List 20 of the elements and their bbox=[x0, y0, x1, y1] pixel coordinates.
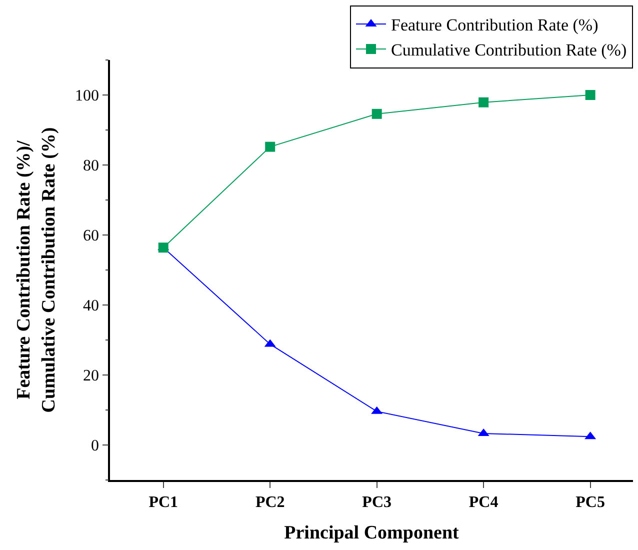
y-tick-label: 0 bbox=[91, 438, 100, 455]
y-axis-title: Feature Contribution Rate (%)/ Cumulative Contribution Rate (%) bbox=[14, 127, 60, 413]
x-tick-label: PC4 bbox=[468, 494, 498, 511]
x-axis-title: Principal Component bbox=[284, 522, 460, 544]
y-tick-label: 100 bbox=[75, 88, 100, 105]
point bbox=[158, 242, 168, 253]
point bbox=[372, 108, 382, 119]
legend-label: Feature Contribution Rate (%) bbox=[391, 16, 598, 35]
y-tick-label: 80 bbox=[83, 158, 100, 175]
point bbox=[265, 142, 276, 152]
x-tick-label: PC2 bbox=[255, 494, 285, 511]
y-tick-label: 40 bbox=[83, 298, 100, 315]
y-tick-label: 20 bbox=[83, 368, 100, 385]
point bbox=[585, 90, 596, 100]
x-tick-label: PC5 bbox=[576, 494, 605, 511]
x-tick-label: PC1 bbox=[148, 494, 178, 511]
point bbox=[478, 97, 489, 108]
y-tick-label: 60 bbox=[83, 228, 100, 245]
x-tick-label: PC3 bbox=[362, 494, 392, 511]
legend-label: Cumulative Contribution Rate (%) bbox=[391, 40, 627, 60]
